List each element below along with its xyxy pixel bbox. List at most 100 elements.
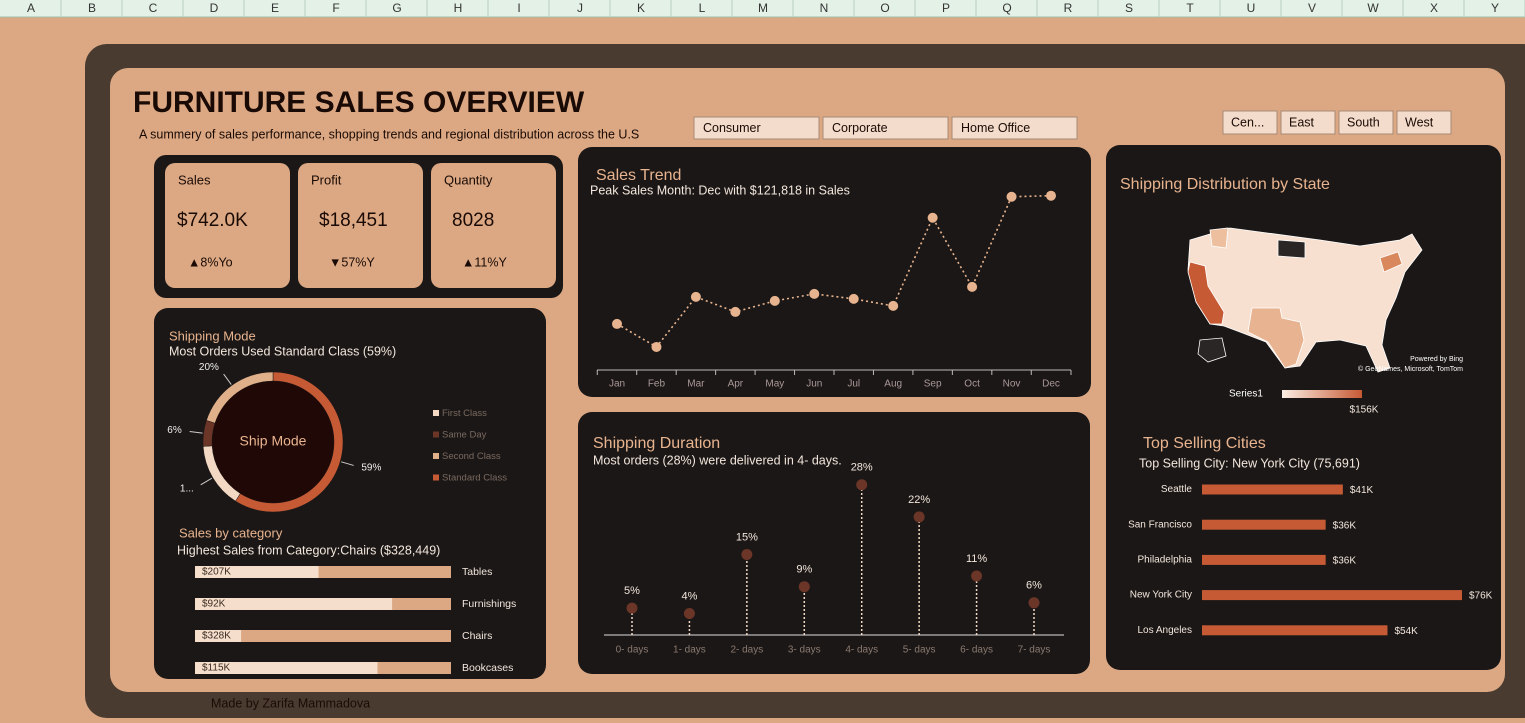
leader-line — [200, 477, 213, 486]
lollipop-head — [626, 602, 638, 614]
data-point — [888, 300, 899, 311]
column-header: T — [1186, 1, 1194, 15]
slicer-button[interactable] — [1338, 110, 1394, 135]
bar — [377, 662, 451, 674]
bar — [1202, 484, 1343, 495]
duration-panel — [578, 412, 1090, 674]
data-label: 4% — [681, 590, 697, 602]
data-label: $41K — [1350, 485, 1374, 496]
data-label: $76K — [1469, 591, 1493, 602]
column-header: W — [1367, 1, 1379, 15]
data-point — [690, 291, 701, 302]
data-label: 6% — [1026, 580, 1042, 592]
category-label: Philadelphia — [1138, 555, 1193, 566]
column-header: G — [392, 1, 401, 15]
lollipop-head — [741, 549, 753, 560]
data-point — [1046, 190, 1056, 201]
column-header: M — [758, 1, 768, 15]
x-tick-label: May — [765, 379, 784, 390]
slicer-button[interactable] — [951, 116, 1078, 140]
column-header: H — [454, 1, 463, 15]
slicer-button[interactable] — [822, 116, 949, 140]
category-label: Tables — [462, 566, 492, 578]
x-tick-label: Dec — [1042, 379, 1060, 390]
x-tick-label: Oct — [964, 379, 980, 390]
column-header: L — [699, 1, 706, 15]
legend-swatch — [433, 474, 439, 481]
data-label: $328K — [202, 631, 231, 642]
legend-label: First Class — [442, 408, 487, 419]
slicer-label: South — [1347, 115, 1380, 129]
data-label: 22% — [908, 494, 930, 506]
data-label: $207K — [202, 567, 231, 578]
category-label: Furnishings — [462, 598, 516, 610]
data-label: $54K — [1394, 626, 1418, 637]
column-header: B — [88, 1, 96, 15]
x-tick-label: 6- days — [960, 645, 993, 656]
chart-title: Sales by category — [179, 525, 283, 540]
kpi-card — [431, 163, 556, 288]
column-header: Q — [1002, 1, 1011, 15]
chart-subtitle: Highest Sales from Category:Chairs ($328… — [177, 543, 440, 557]
kpi-card — [165, 163, 290, 288]
category-label: Seattle — [1161, 484, 1193, 495]
footer: Made by Zarifa Mammadova — [211, 696, 370, 710]
donut-center-label: Ship Mode — [240, 433, 307, 449]
legend-swatch — [433, 453, 439, 459]
leader-line — [223, 373, 232, 385]
chart-title: Sales Trend — [596, 167, 681, 184]
x-tick-label: 1- days — [673, 645, 706, 656]
dashboard-subtitle: A summery of sales performance, shopping… — [139, 127, 639, 141]
column-header: O — [880, 1, 889, 15]
color-scale-max: $156K — [1350, 405, 1379, 416]
kpi-change: ▲8%Yo — [188, 255, 233, 269]
leader-line — [189, 430, 203, 434]
lollipop-head — [798, 581, 810, 593]
trend-line — [616, 194, 1052, 349]
slicer-label: Cen... — [1231, 115, 1264, 129]
bar — [1202, 519, 1326, 530]
chart-subtitle: Top Selling City: New York City (75,691) — [1139, 456, 1360, 470]
data-point — [967, 281, 978, 292]
lollipop-head — [913, 511, 925, 523]
lollipop-head — [856, 479, 868, 491]
bar — [241, 630, 451, 642]
x-tick-label: 7- days — [1018, 645, 1051, 656]
data-point — [848, 293, 859, 304]
chart-subtitle: Peak Sales Month: Dec with $121,818 in S… — [590, 183, 850, 197]
bar — [392, 598, 451, 610]
slicer-button[interactable] — [1396, 110, 1452, 135]
data-label: 28% — [851, 462, 873, 474]
slicer-button[interactable] — [1222, 110, 1278, 135]
kpi-change: ▲11%Y — [462, 255, 507, 269]
map-credit: © GeoNames, Microsoft, TomTom — [1358, 365, 1463, 373]
slicer-button[interactable] — [693, 116, 820, 140]
slicer-button[interactable] — [1280, 110, 1336, 135]
leader-line — [341, 461, 354, 466]
bar — [318, 566, 451, 578]
column-header: K — [637, 1, 645, 15]
slicer-label: East — [1289, 115, 1315, 129]
x-tick-label: 2- days — [730, 645, 763, 656]
lollipop-head — [1028, 597, 1040, 609]
donut-center — [212, 381, 334, 503]
column-header: E — [271, 1, 279, 15]
category-label: San Francisco — [1128, 519, 1192, 530]
chart-subtitle: Most Orders Used Standard Class (59%) — [169, 344, 396, 358]
data-label: $36K — [1333, 556, 1357, 567]
column-header: U — [1247, 1, 1256, 15]
chart-subtitle: Most orders (28%) were delivered in 4- d… — [593, 453, 842, 467]
data-point — [927, 212, 938, 223]
data-label: $36K — [1333, 520, 1357, 531]
x-tick-label: Apr — [728, 379, 744, 390]
x-tick-label: 5- days — [903, 645, 936, 656]
data-point — [1006, 191, 1017, 202]
data-point — [809, 288, 820, 299]
kpi-value: $742.0K — [177, 210, 248, 231]
data-label: 9% — [796, 564, 812, 576]
slicer-label: Home Office — [961, 121, 1030, 135]
dashboard-title: FURNITURE SALES OVERVIEW — [133, 86, 585, 119]
legend-title: Series1 — [1229, 389, 1263, 400]
column-header: Y — [1491, 1, 1499, 15]
